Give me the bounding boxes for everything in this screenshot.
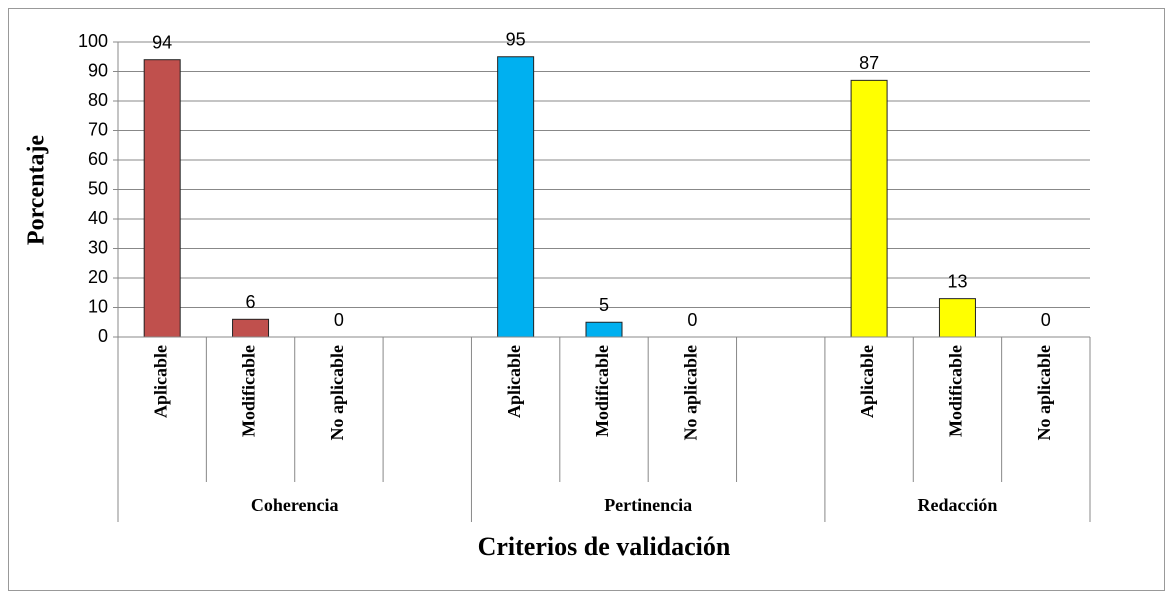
y-tick-label: 80 [88,90,108,110]
x-tick-label: No aplicable [1034,345,1054,441]
x-axis-title: Criterios de validación [478,532,731,561]
x-tick-label: Aplicable [857,345,877,418]
bar [850,79,888,338]
data-label: 0 [334,310,344,330]
bar [497,56,535,338]
data-label: 13 [947,271,967,291]
data-label: 87 [859,53,879,73]
data-label: 5 [599,295,609,315]
y-tick-label: 10 [88,296,108,316]
bar [143,59,181,338]
x-tick-label: Modificable [592,345,612,437]
x-tick-label: Modificable [239,345,259,437]
y-tick-label: 90 [88,60,108,80]
x-tick-label: Aplicable [150,345,170,418]
x-tick-label: No aplicable [680,345,700,441]
bar [938,298,976,338]
data-label: 94 [152,32,172,52]
group-label: Redacción [917,495,997,515]
y-tick-label: 30 [88,237,108,257]
group-label: Coherencia [251,495,339,515]
data-label: 95 [506,30,526,50]
y-tick-label: 60 [88,149,108,169]
y-tick-label: 50 [88,178,108,198]
y-tick-label: 0 [98,326,108,346]
data-label: 0 [687,310,697,330]
bar [585,321,623,338]
y-tick-label: 70 [88,119,108,139]
y-tick-label: 100 [78,31,108,51]
x-tick-label: Modificable [946,345,966,437]
y-tick-label: 40 [88,208,108,228]
y-tick-label: 20 [88,267,108,287]
x-tick-label: Aplicable [504,345,524,418]
x-tick-label: No aplicable [327,345,347,441]
group-label: Pertinencia [604,495,692,515]
y-axis-title: Porcentaje [24,135,50,246]
bar [232,318,270,338]
data-label: 0 [1041,310,1051,330]
data-label: 6 [246,292,256,312]
